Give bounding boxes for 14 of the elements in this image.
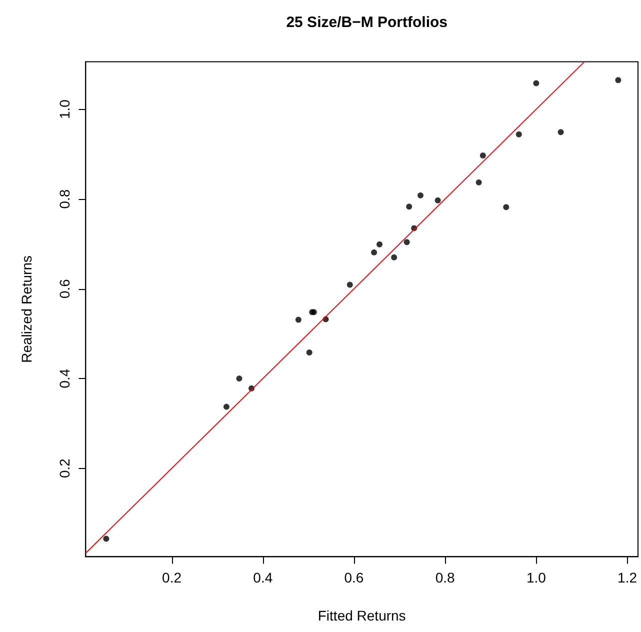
x-tick-label: 0.8: [435, 570, 456, 586]
y-axis-title: Realized Returns: [18, 256, 35, 363]
x-tick-label: 0.2: [162, 570, 182, 586]
y-tick-label: 0.4: [56, 368, 73, 388]
y-tick-label: 0.8: [56, 189, 73, 209]
y-tick-label: 1.0: [56, 99, 73, 120]
y-tick-label: 0.6: [56, 278, 73, 299]
x-tick-label: 0.4: [253, 570, 273, 586]
x-tick-label: 1.2: [618, 570, 638, 586]
x-tick-label: 1.0: [526, 570, 546, 586]
x-axis-title: Fitted Returns: [318, 608, 406, 624]
y-tick-label: 0.2: [56, 458, 73, 478]
chart-title: 25 Size/B−M Portfolios: [286, 14, 448, 31]
x-tick-label: 0.6: [344, 570, 364, 586]
